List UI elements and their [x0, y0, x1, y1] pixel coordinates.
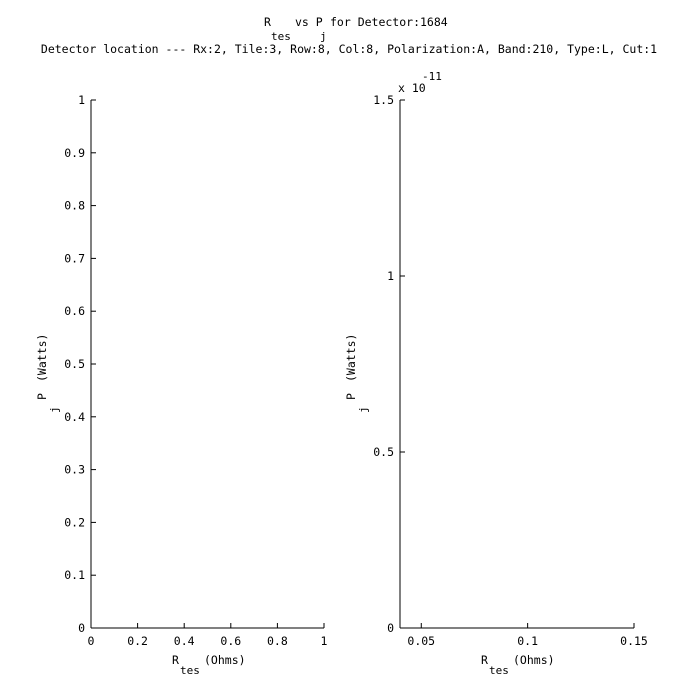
right-y-tick-label: 1: [387, 269, 394, 283]
title-sub-tes: tes: [271, 30, 291, 43]
right-x-tick-label: 0.1: [517, 634, 538, 648]
right-y-tick-label: 1.5: [373, 93, 394, 107]
left-x-label: R tes (Ohms): [172, 653, 246, 677]
left-y-label: P j (Watts): [35, 334, 61, 413]
left-xlabel-sub: tes: [180, 664, 200, 677]
title-r: R: [264, 15, 271, 29]
right-x-tick-label: 0.05: [407, 634, 435, 648]
right-x-ticks: 0.05 0.1 0.15: [407, 623, 648, 648]
right-plot: 0 0.5 1 1.5 0.05 0.1 0.15 x 10 -11 R tes (Ohm…: [344, 70, 648, 677]
left-y-tick-label: 1: [78, 93, 85, 107]
title-sub-j: j: [320, 30, 327, 43]
right-ylabel-main: P: [344, 393, 358, 400]
left-y-tick-label: 0.5: [64, 357, 85, 371]
right-ylabel-unit: (Watts): [344, 334, 358, 382]
right-x-tick-label: 0.15: [620, 634, 648, 648]
title-vs-p: vs P: [295, 15, 323, 29]
left-ylabel-main: P: [35, 393, 49, 400]
left-y-ticks: 0 0.1 0.2 0.3 0.4 0.5 0.6 0.7 0.8 0.9 1: [64, 93, 96, 635]
left-x-tick-label: 1: [321, 634, 328, 648]
left-y-tick-label: 0.1: [64, 568, 85, 582]
right-y-tick-label: 0.5: [373, 445, 394, 459]
figure-title: R tes vs P j for Detector:1684: [264, 15, 448, 43]
left-y-tick-label: 0.8: [64, 199, 85, 213]
right-exponent-base: x 10: [398, 81, 426, 95]
left-y-tick-label: 0.3: [64, 463, 85, 477]
left-ylabel-unit: (Watts): [35, 334, 49, 382]
left-y-tick-label: 0.9: [64, 146, 85, 160]
right-exponent-power: -11: [422, 70, 442, 83]
right-xlabel-main: R: [481, 653, 488, 667]
left-x-tick-label: 0.2: [127, 634, 148, 648]
left-y-tick-label: 0.4: [64, 410, 85, 424]
left-x-tick-label: 0.6: [220, 634, 241, 648]
right-x-label: R tes (Ohms): [481, 653, 555, 677]
left-y-tick-label: 0.7: [64, 251, 85, 265]
right-ylabel-sub: j: [357, 406, 370, 413]
right-y-tick-label: 0: [387, 621, 394, 635]
right-y-ticks: 0 0.5 1 1.5: [373, 93, 405, 635]
right-exponent: x 10 -11: [398, 70, 442, 95]
left-x-ticks: 0 0.2 0.4 0.6 0.8 1: [88, 623, 328, 648]
left-ylabel-sub: j: [48, 406, 61, 413]
left-y-tick-label: 0: [78, 621, 85, 635]
right-xlabel-unit: (Ohms): [513, 653, 555, 667]
detector-location: Detector location --- Rx:2, Tile:3, Row:…: [41, 42, 657, 56]
left-y-tick-label: 0.2: [64, 515, 85, 529]
left-x-tick-label: 0.8: [267, 634, 288, 648]
title-for-detector: for Detector:1684: [330, 15, 448, 29]
left-x-tick-label: 0: [88, 634, 95, 648]
left-xlabel-unit: (Ohms): [204, 653, 246, 667]
left-plot: 0 0.1 0.2 0.3 0.4 0.5 0.6 0.7 0.8 0.9 1 0 0.2 0.4 0.6…: [35, 93, 328, 677]
left-y-tick-label: 0.6: [64, 304, 85, 318]
right-y-label: P j (Watts): [344, 334, 370, 413]
left-xlabel-main: R: [172, 653, 179, 667]
right-xlabel-sub: tes: [489, 664, 509, 677]
left-x-tick-label: 0.4: [174, 634, 195, 648]
